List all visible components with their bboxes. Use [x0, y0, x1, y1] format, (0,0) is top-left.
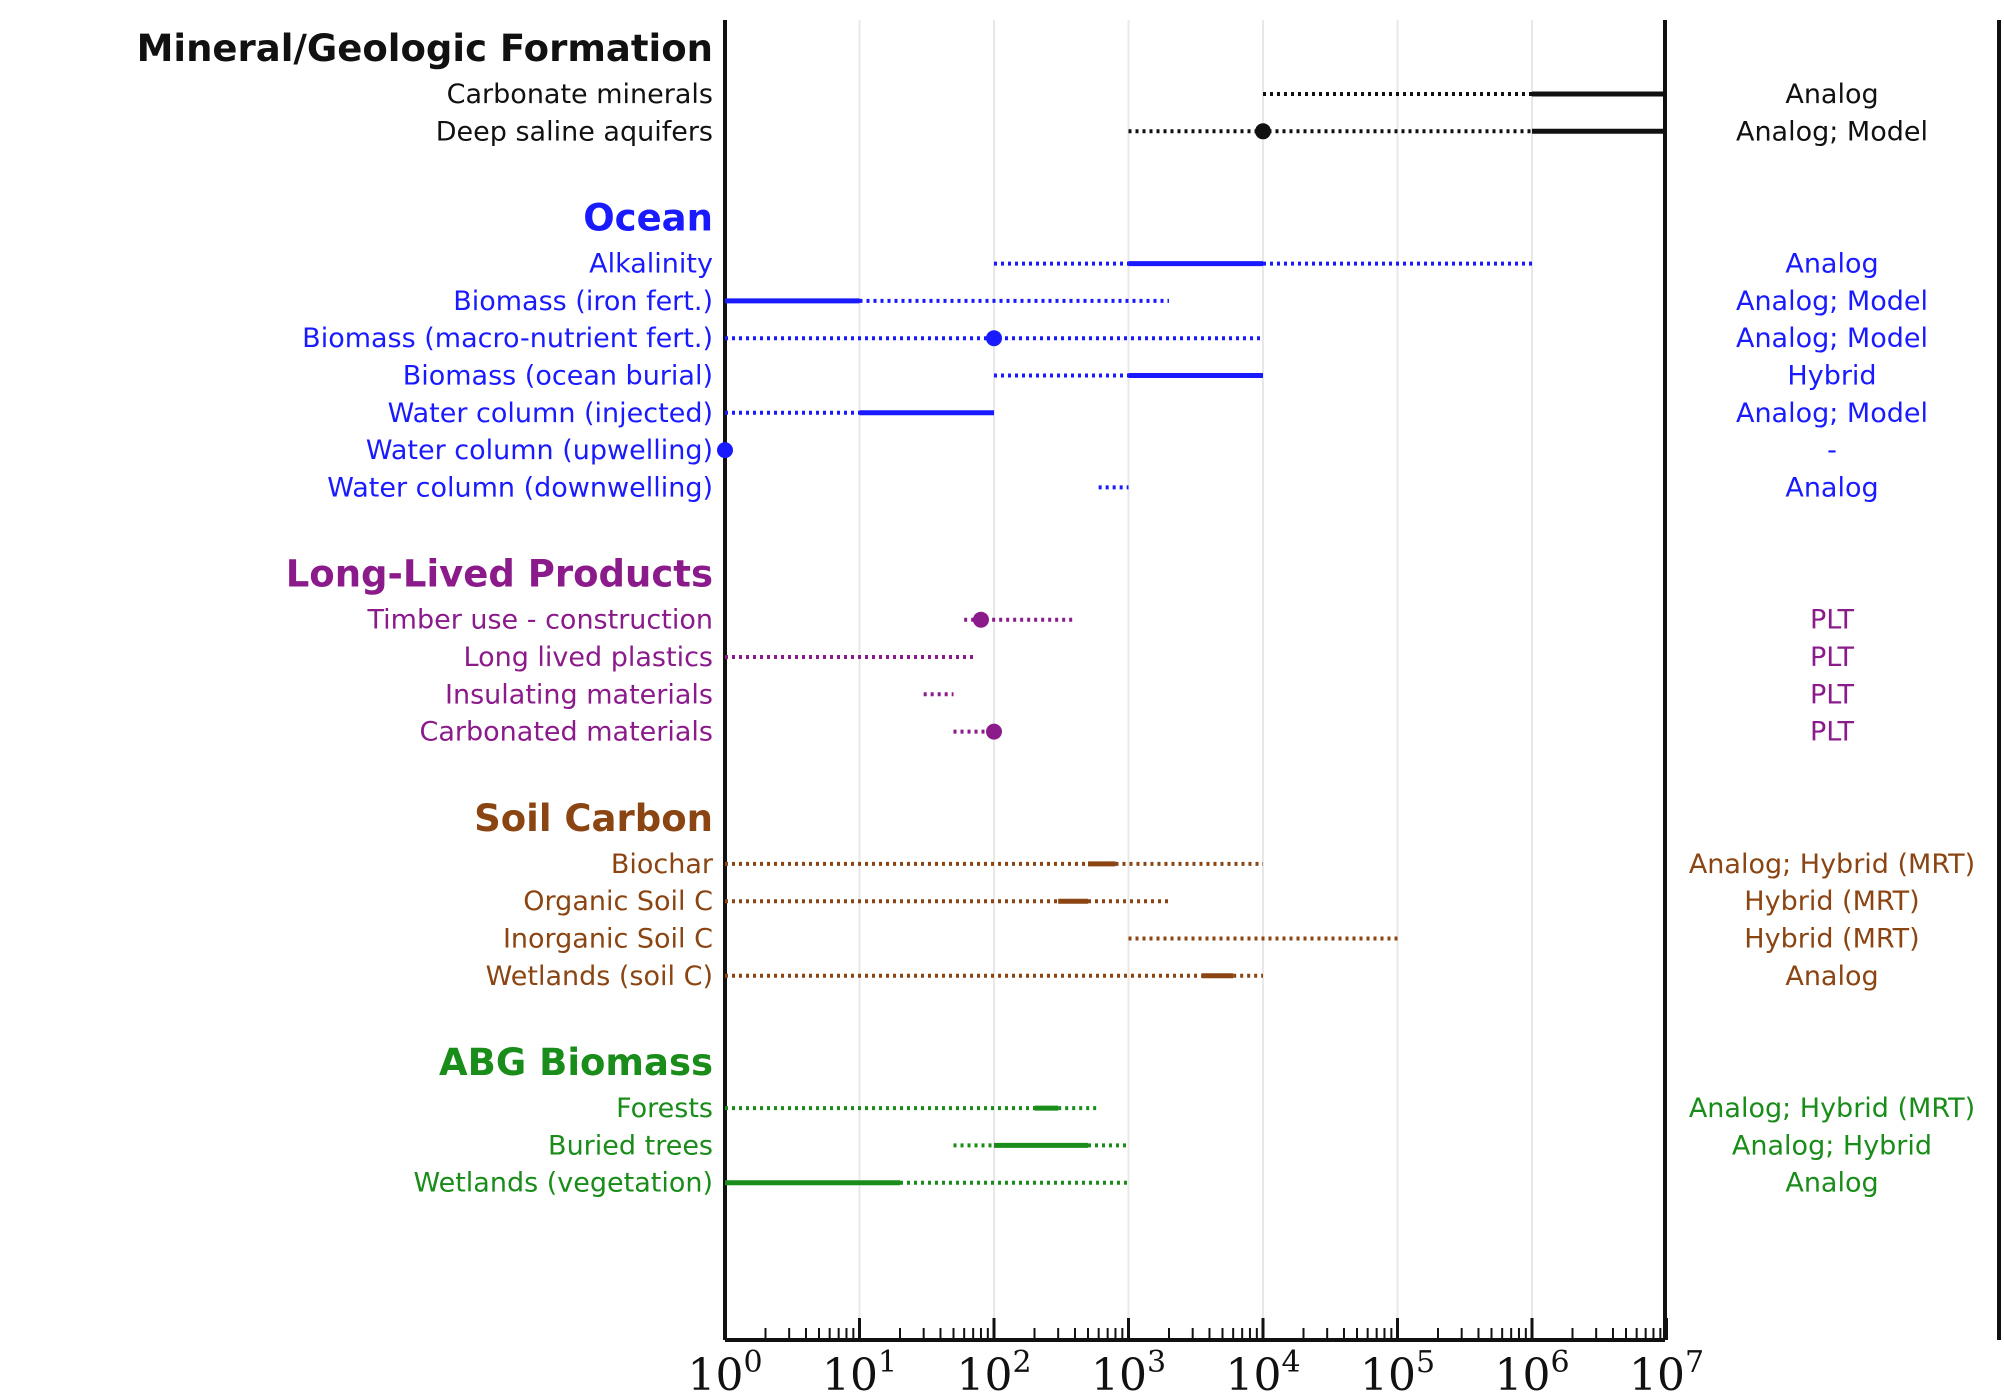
row-label: Buried trees: [548, 1130, 713, 1161]
row-label: Organic Soil C: [523, 886, 713, 917]
row-label: Deep saline aquifers: [436, 116, 713, 147]
x-tick-label: 101: [822, 1345, 897, 1397]
row-label: Timber use - construction: [366, 605, 713, 636]
row-label: Forests: [616, 1093, 713, 1124]
row-label: Insulating materials: [445, 679, 713, 710]
category-label: Long-Lived Products: [286, 553, 713, 596]
method-label: Analog: [1785, 79, 1878, 110]
method-label: Analog; Model: [1736, 116, 1928, 147]
method-labels: Analog Analog; Model Analog Analog; Model An…: [1689, 79, 1975, 1199]
x-tick-label: 100: [687, 1345, 762, 1397]
row-label: Alkalinity: [589, 249, 713, 280]
point-marker: [986, 723, 1002, 740]
method-label: PLT: [1810, 717, 1855, 748]
row-label: Wetlands (vegetation): [413, 1168, 713, 1199]
row-label: Biomass (ocean burial): [403, 361, 713, 392]
x-tick-label: 107: [1629, 1345, 1704, 1397]
row-label: Biomass (iron fert.): [453, 286, 713, 317]
method-label: Hybrid: [1787, 361, 1876, 392]
method-label: -: [1827, 435, 1837, 466]
method-label: PLT: [1810, 642, 1855, 673]
method-label: Analog; Hybrid (MRT): [1689, 1093, 1975, 1124]
point-marker: [717, 442, 733, 459]
category-label: ABG Biomass: [439, 1041, 713, 1084]
row-label: Carbonate minerals: [447, 79, 713, 110]
method-label: Analog; Hybrid (MRT): [1689, 849, 1975, 880]
method-label: Analog; Model: [1736, 398, 1928, 429]
row-label: Long lived plastics: [464, 642, 714, 673]
row-label: Water column (downwelling): [327, 472, 713, 503]
method-label: Hybrid (MRT): [1744, 886, 1919, 917]
method-label: Analog: [1785, 472, 1878, 503]
x-tick-label: 103: [1091, 1345, 1166, 1397]
point-marker: [1255, 123, 1271, 140]
method-label: Analog; Model: [1736, 323, 1928, 354]
category-label: Mineral/Geologic Formation: [137, 27, 713, 70]
row-label: Wetlands (soil C): [486, 961, 713, 992]
method-label: Analog: [1785, 961, 1878, 992]
row-label: Biomass (macro-nutrient fert.): [302, 323, 713, 354]
row-label: Carbonated materials: [420, 717, 714, 748]
method-label: Analog; Model: [1736, 286, 1928, 317]
row-labels: Mineral/Geologic Formation Carbonate mine…: [137, 27, 714, 1199]
x-tick-label: 105: [1360, 1345, 1435, 1397]
row-label: Water column (injected): [388, 398, 713, 429]
row-label: Biochar: [611, 849, 714, 880]
axes: [723, 20, 2001, 1342]
point-marker: [986, 330, 1002, 347]
row-label: Water column (upwelling): [366, 435, 713, 466]
point-marker: [972, 611, 989, 628]
grid-lines: [858, 20, 1533, 1340]
category-label: Ocean: [583, 197, 713, 240]
row-label: Inorganic Soil C: [503, 924, 713, 955]
method-label: Analog: [1785, 1168, 1878, 1199]
x-tick-label: 106: [1494, 1345, 1569, 1397]
x-tick-label: 102: [956, 1345, 1031, 1397]
method-label: PLT: [1810, 605, 1855, 636]
method-label: PLT: [1810, 679, 1855, 710]
x-axis-ticks: 100 101 102 103 104 105 106 107: [687, 1318, 1704, 1397]
category-label: Soil Carbon: [474, 797, 713, 840]
method-label: Analog: [1785, 249, 1878, 280]
method-label: Analog; Hybrid: [1732, 1130, 1932, 1161]
x-tick-label: 104: [1225, 1345, 1300, 1397]
method-label: Hybrid (MRT): [1744, 924, 1919, 955]
range-marks: [717, 91, 1667, 1186]
